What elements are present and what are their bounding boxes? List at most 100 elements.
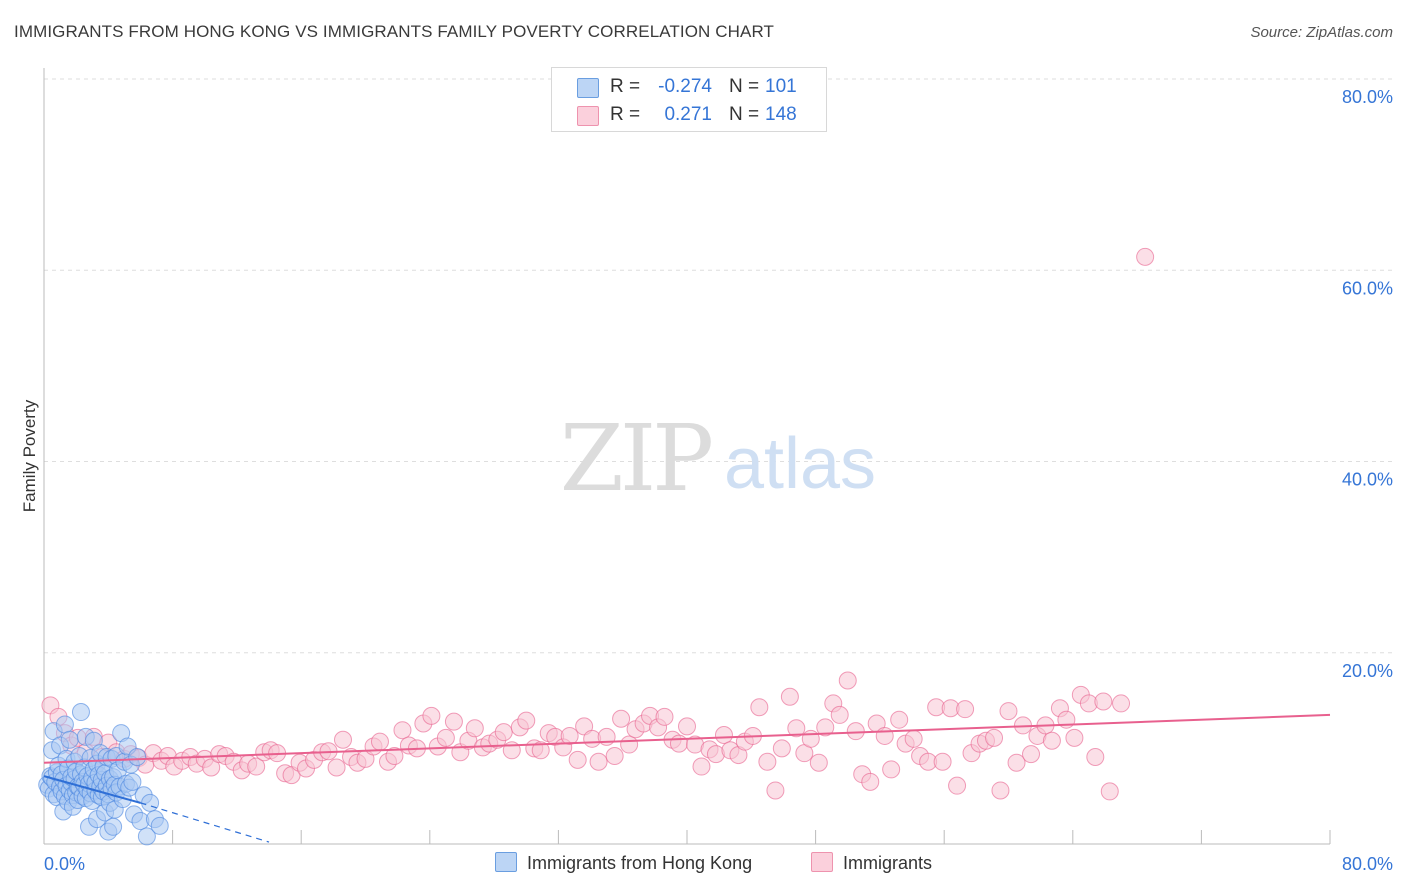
legend: R = -0.274 N = 101 R = 0.271 N = 148 — [551, 67, 827, 132]
grid — [44, 78, 1392, 654]
point-immigrants-122 — [933, 752, 952, 771]
point-hong-kong-94 — [128, 747, 147, 766]
point-immigrants-144 — [1094, 692, 1113, 711]
axes — [43, 68, 1331, 845]
bottom-legend-swatch-hong-kong — [495, 852, 517, 872]
point-immigrants-115 — [882, 760, 901, 779]
y-tick-label-2: 60.0% — [1342, 278, 1393, 298]
point-immigrants-105 — [809, 753, 828, 772]
bottom-legend-swatch-immigrants — [811, 852, 833, 872]
legend-n-value: 148 — [765, 104, 797, 125]
y-tick-label-1: 40.0% — [1342, 470, 1393, 490]
point-immigrants-110 — [846, 722, 865, 741]
chart-title: IMMIGRANTS FROM HONG KONG VS IMMIGRANTS … — [14, 22, 775, 41]
point-immigrants-39 — [327, 758, 346, 777]
point-hong-kong-100 — [150, 816, 169, 835]
legend-row-hong-kong: R = -0.274 N = 101 — [552, 73, 826, 101]
point-immigrants-54 — [436, 728, 455, 747]
point-immigrants-67 — [531, 741, 550, 760]
point-immigrants-147 — [1136, 247, 1155, 266]
bottom-legend-label-hong-kong: Immigrants from Hong Kong — [527, 853, 753, 873]
point-immigrants-47 — [385, 747, 404, 766]
point-immigrants-58 — [465, 719, 484, 738]
source-label: Source: ZipAtlas.com — [1250, 24, 1393, 41]
point-immigrants-124 — [948, 776, 967, 795]
x-tick-label-1: 80.0% — [1342, 854, 1393, 874]
point-hong-kong-97 — [137, 827, 156, 846]
point-immigrants-132 — [1007, 753, 1026, 772]
legend-r-value: 0.271 — [664, 104, 712, 125]
legend-n-label: N = — [729, 104, 760, 125]
point-hong-kong-98 — [141, 793, 160, 812]
point-immigrants-112 — [861, 772, 880, 791]
point-immigrants-130 — [991, 781, 1010, 800]
point-immigrants-116 — [890, 710, 909, 729]
legend-n-value: 101 — [765, 76, 797, 97]
point-immigrants-140 — [1065, 728, 1084, 747]
point-immigrants-92 — [714, 725, 733, 744]
point-immigrants-134 — [1022, 745, 1041, 764]
legend-row-immigrants: R = 0.271 N = 148 — [552, 101, 826, 129]
point-immigrants-79 — [620, 735, 639, 754]
point-immigrants-78 — [612, 709, 631, 728]
bottom-legend-label-immigrants: Immigrants — [843, 853, 933, 873]
point-immigrants-118 — [904, 729, 923, 748]
point-immigrants-145 — [1100, 782, 1119, 801]
point-hong-kong-92 — [123, 772, 142, 791]
point-immigrants-86 — [669, 734, 688, 753]
point-immigrants-75 — [589, 752, 608, 771]
trend-line-hong-kong — [43, 775, 141, 804]
point-immigrants-137 — [1042, 731, 1061, 750]
point-immigrants-72 — [568, 750, 587, 769]
point-immigrants-71 — [560, 726, 579, 745]
point-immigrants-65 — [517, 711, 536, 730]
x-tick-label-0: 0.0% — [44, 854, 85, 874]
watermark-atlas: atlas — [724, 424, 876, 504]
y-tick-label-3: 80.0% — [1342, 87, 1393, 107]
point-immigrants-52 — [422, 706, 441, 725]
point-immigrants-45 — [370, 732, 389, 751]
legend-n-label: N = — [729, 76, 760, 97]
legend-swatch-immigrants — [577, 106, 599, 126]
point-immigrants-109 — [838, 671, 857, 690]
trend-lines — [43, 713, 1331, 843]
point-immigrants-48 — [393, 721, 412, 740]
point-immigrants-104 — [801, 729, 820, 748]
legend-swatch-hong-kong — [577, 78, 599, 98]
point-immigrants-87 — [678, 717, 696, 736]
points — [38, 247, 1155, 846]
point-immigrants-97 — [750, 698, 769, 717]
point-immigrants-99 — [766, 781, 785, 800]
point-hong-kong-77 — [104, 817, 123, 836]
point-immigrants-143 — [1086, 747, 1105, 766]
point-immigrants-101 — [780, 687, 799, 706]
bottom-legend-hong-kong: Immigrants from Hong Kong — [495, 852, 752, 874]
point-immigrants-28 — [247, 757, 266, 776]
point-immigrants-146 — [1112, 694, 1131, 713]
point-immigrants-100 — [772, 739, 791, 758]
y-tick-label-0: 20.0% — [1342, 661, 1393, 681]
point-immigrants-114 — [875, 726, 894, 745]
bottom-legend-immigrants: Immigrants — [811, 852, 932, 874]
point-hong-kong-38 — [71, 703, 90, 722]
point-immigrants-62 — [494, 723, 513, 742]
legend-r-label: R = — [610, 76, 641, 97]
point-immigrants-84 — [655, 707, 674, 726]
point-immigrants-108 — [830, 705, 849, 724]
point-immigrants-98 — [758, 752, 777, 771]
legend-r-label: R = — [610, 104, 641, 125]
point-immigrants-55 — [444, 712, 463, 731]
y-axis-label: Family Poverty — [20, 399, 39, 513]
point-immigrants-129 — [985, 728, 1004, 747]
legend-r-value: -0.274 — [658, 76, 712, 97]
trend-line-hong-kong-extension — [140, 802, 270, 843]
point-hong-kong-18 — [55, 715, 74, 734]
point-immigrants-40 — [333, 730, 352, 749]
point-immigrants-77 — [605, 747, 624, 766]
watermark: ZIP atlas — [560, 405, 876, 512]
watermark-zip: ZIP — [560, 405, 711, 512]
point-immigrants-22 — [202, 758, 221, 777]
axis-labels: 20.0% 40.0% 60.0% 80.0% 0.0% 80.0% — [44, 87, 1393, 874]
point-immigrants-125 — [956, 700, 975, 719]
